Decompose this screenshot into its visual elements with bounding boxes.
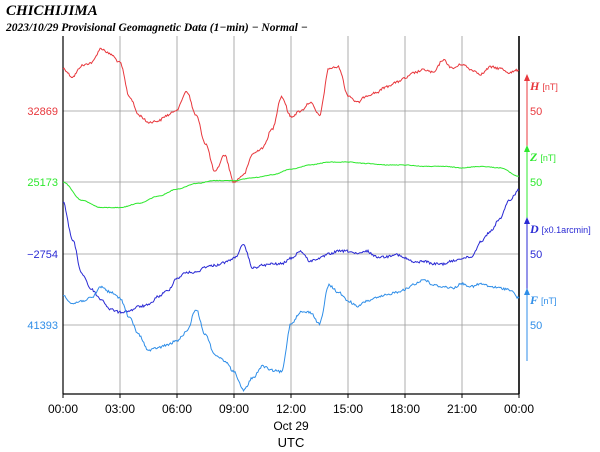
x-tick-label: 21:00 [447,402,477,416]
series-name-d: D [x0.1arcmin] [529,222,591,236]
scale-arrowhead-z [524,145,530,152]
left-level-f: 41393 [27,320,58,332]
series-name-h: H [nT] [529,79,558,93]
x-date-label: Oct 29 [273,419,309,433]
x-tick-label: 03:00 [105,402,135,416]
x-tick-label: 09:00 [219,402,249,416]
scale-tick-h: 50 [530,106,542,118]
x-tick-label: 12:00 [276,402,306,416]
scale-arrowhead-h [524,74,530,81]
x-tick-labels: 00:00 03:00 06:00 09:00 12:00 15:00 18:00 21:00… [48,394,534,416]
scale-arrowhead-f [524,288,530,295]
left-level-d: −2754 [27,249,58,261]
chart-subtitle: 2023/10/29 Provisional Geomagnetic Data … [5,22,308,34]
scale-tick-f: 50 [530,320,542,332]
x-tick-label: 00:00 [48,402,78,416]
series-lines [62,47,520,392]
scale-tick-z: 50 [530,177,542,189]
x-tick-label: 15:00 [333,402,363,416]
x-tick-label: 06:00 [162,402,192,416]
x-tick-label: 18:00 [390,402,420,416]
scale-arrowhead-d [524,217,530,224]
series-name-f: F [nT] [529,293,557,307]
scale-tick-d: 50 [530,249,542,261]
series-z-line [62,161,520,209]
left-level-z: 25173 [27,177,58,189]
right-scale-axis: 50 H [nT] 50 Z [nT] 50 D [x0.1arcmin] 50 F [nT] [524,74,591,361]
series-h-line [62,47,520,184]
series-d-line [62,188,520,315]
left-level-h: 32869 [27,106,58,118]
chart-title: CHICHIJIMA [6,3,98,19]
series-name-z: Z [nT] [529,150,556,164]
grid [62,36,520,395]
x-tick-label: 00:00 [504,402,534,416]
left-level-labels: 32869 25173 −2754 41393 [27,106,58,332]
x-axis-label: UTC [278,435,305,450]
series-f-line [62,279,520,392]
